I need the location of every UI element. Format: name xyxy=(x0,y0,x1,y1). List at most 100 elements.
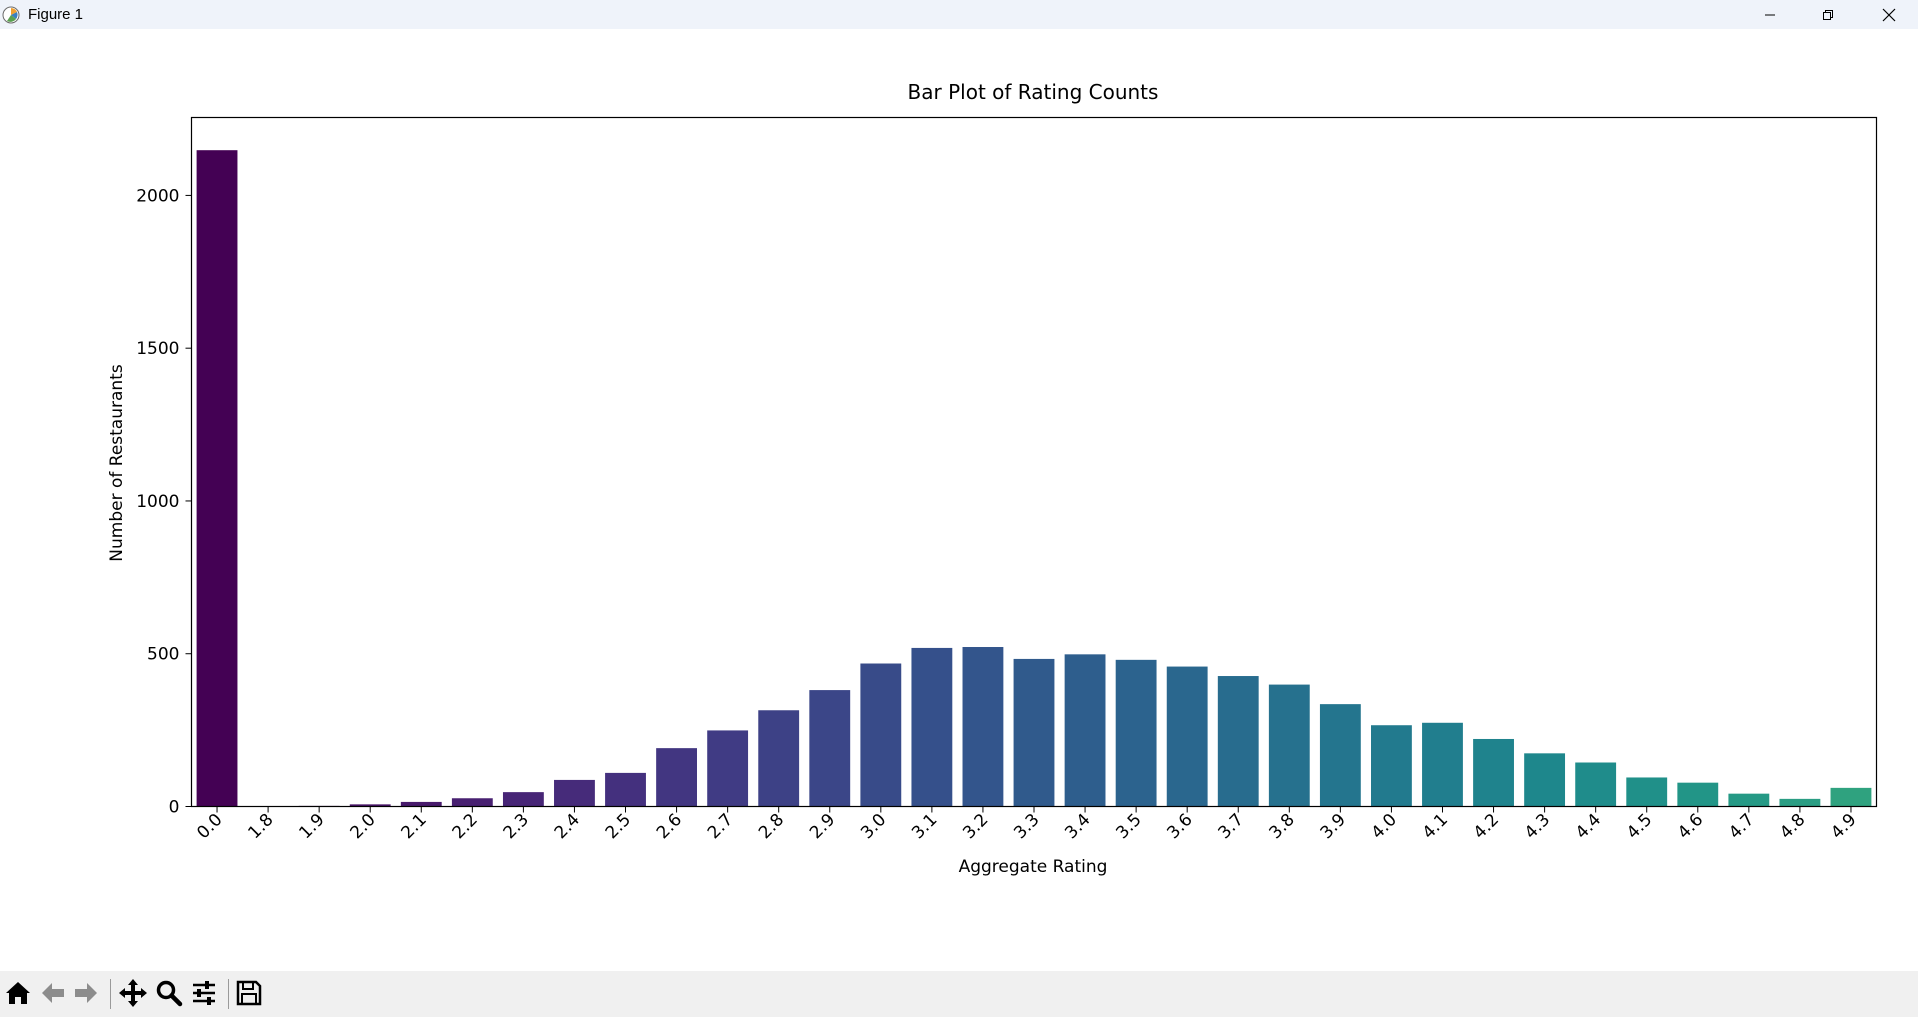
bar-4.9 xyxy=(1830,787,1872,807)
x-tick-label: 4.5 xyxy=(1623,810,1656,843)
bar-2.5 xyxy=(605,772,646,807)
bar-3.8 xyxy=(1268,684,1310,807)
bar-2.2 xyxy=(451,798,493,807)
back-arrow-icon xyxy=(42,983,64,1003)
plot-frame xyxy=(190,116,1878,808)
x-tick-label: 0.0 xyxy=(193,810,226,843)
toolbar-separator xyxy=(228,979,229,1009)
x-tick-label: 4.6 xyxy=(1674,810,1707,843)
x-tick-label: 2.3 xyxy=(500,810,533,843)
bar-2.8 xyxy=(758,710,800,807)
home-icon xyxy=(6,982,30,1004)
bar-2.3 xyxy=(502,792,544,807)
x-tick-label: 2.4 xyxy=(551,810,584,843)
x-tick-label: 3.7 xyxy=(1215,810,1248,843)
home-button[interactable] xyxy=(2,977,34,1009)
x-tick-label: 4.1 xyxy=(1419,810,1452,843)
forward-button[interactable] xyxy=(70,977,102,1009)
bar-3.5 xyxy=(1115,659,1157,807)
x-ticks-group: 0.0 1.8 1.9 2.0 2.1 2.2 2.3 2.4 2.5 2.6 2.7 2.8 2.9 3… xyxy=(193,806,1861,843)
x-tick-label: 3.4 xyxy=(1061,810,1094,843)
close-icon xyxy=(1882,8,1896,21)
configure-subplots-icon xyxy=(193,981,215,1005)
bars-group xyxy=(196,150,1872,807)
bar-4.5 xyxy=(1626,777,1668,807)
window-titlebar: Figure 1 xyxy=(0,0,1918,29)
bar-4.7 xyxy=(1728,793,1770,807)
bar-3.9 xyxy=(1319,704,1361,807)
close-button[interactable] xyxy=(1860,0,1918,29)
x-tick-label: 3.2 xyxy=(959,810,992,843)
pan-icon xyxy=(119,979,147,1007)
x-tick-label: 2.8 xyxy=(755,810,788,843)
bar-3.4 xyxy=(1064,654,1106,807)
x-tick-label: 4.8 xyxy=(1776,810,1809,843)
y-tick-label: 500 xyxy=(147,645,179,665)
bar-chart: Bar Plot of Rating Counts Number of Rest… xyxy=(107,80,1878,877)
y-tick-label: 1000 xyxy=(136,492,179,512)
bar-4.6 xyxy=(1677,782,1719,807)
minimize-icon xyxy=(1765,14,1775,15)
x-tick-label: 1.9 xyxy=(295,810,328,843)
x-tick-label: 2.6 xyxy=(653,810,686,843)
pan-button[interactable] xyxy=(117,977,149,1009)
matplotlib-app-icon xyxy=(2,6,20,24)
zoom-button[interactable] xyxy=(153,977,185,1009)
x-tick-label: 3.6 xyxy=(1163,810,1196,843)
x-tick-label: 3.5 xyxy=(1112,810,1145,843)
bar-0.0 xyxy=(196,150,238,807)
x-tick-label: 3.9 xyxy=(1317,810,1350,843)
forward-arrow-icon xyxy=(75,983,97,1003)
bar-4.4 xyxy=(1575,762,1617,807)
figure-canvas[interactable]: Bar Plot of Rating Counts Number of Rest… xyxy=(0,29,1918,971)
x-tick-label: 2.2 xyxy=(449,810,482,843)
x-tick-label: 2.7 xyxy=(704,810,737,843)
save-icon xyxy=(236,980,262,1006)
save-button[interactable] xyxy=(233,977,265,1009)
bar-2.4 xyxy=(554,779,595,807)
x-tick-label: 4.3 xyxy=(1521,810,1554,843)
bar-2.7 xyxy=(707,730,749,807)
bar-2.0 xyxy=(349,804,391,807)
x-tick-label: 3.8 xyxy=(1266,810,1299,843)
zoom-icon xyxy=(156,980,183,1007)
navigation-toolbar xyxy=(0,971,1918,1017)
x-axis-label: Aggregate Rating xyxy=(959,857,1108,877)
bar-3.0 xyxy=(860,663,902,807)
bar-4.1 xyxy=(1422,722,1463,807)
bar-2.6 xyxy=(656,748,697,807)
x-tick-label: 1.8 xyxy=(244,810,277,843)
y-axis-label: Number of Restaurants xyxy=(107,364,127,562)
y-tick-label: 2000 xyxy=(136,186,179,206)
bar-4.0 xyxy=(1371,725,1412,807)
restore-icon xyxy=(1823,9,1833,20)
bar-4.2 xyxy=(1473,738,1514,807)
bar-3.2 xyxy=(962,647,1004,807)
bar-3.1 xyxy=(911,647,953,807)
configure-subplots-button[interactable] xyxy=(188,977,220,1009)
x-tick-label: 2.5 xyxy=(602,810,635,843)
bar-3.3 xyxy=(1013,658,1055,807)
window-title: Figure 1 xyxy=(28,6,84,23)
bar-2.9 xyxy=(809,690,851,807)
x-tick-label: 2.9 xyxy=(806,810,839,843)
x-tick-label: 3.0 xyxy=(857,810,890,843)
x-tick-label: 2.0 xyxy=(346,810,379,843)
x-tick-label: 3.1 xyxy=(908,810,941,843)
y-tick-label: 0 xyxy=(169,798,180,818)
x-tick-label: 4.9 xyxy=(1827,810,1860,843)
bar-3.6 xyxy=(1166,666,1208,807)
minimize-button[interactable] xyxy=(1741,0,1799,29)
chart-title: Bar Plot of Rating Counts xyxy=(908,80,1159,104)
toolbar-separator xyxy=(110,979,111,1009)
bar-4.8 xyxy=(1779,798,1821,807)
restore-button[interactable] xyxy=(1799,0,1857,29)
y-ticks-group: 0 500 1000 1500 2000 xyxy=(136,186,192,818)
back-button[interactable] xyxy=(37,977,69,1009)
bar-3.7 xyxy=(1217,676,1259,807)
y-tick-label: 1500 xyxy=(136,339,179,359)
bar-2.1 xyxy=(400,801,442,807)
x-tick-label: 4.0 xyxy=(1368,810,1401,843)
x-tick-label: 3.3 xyxy=(1010,810,1043,843)
x-tick-label: 2.1 xyxy=(398,810,431,843)
